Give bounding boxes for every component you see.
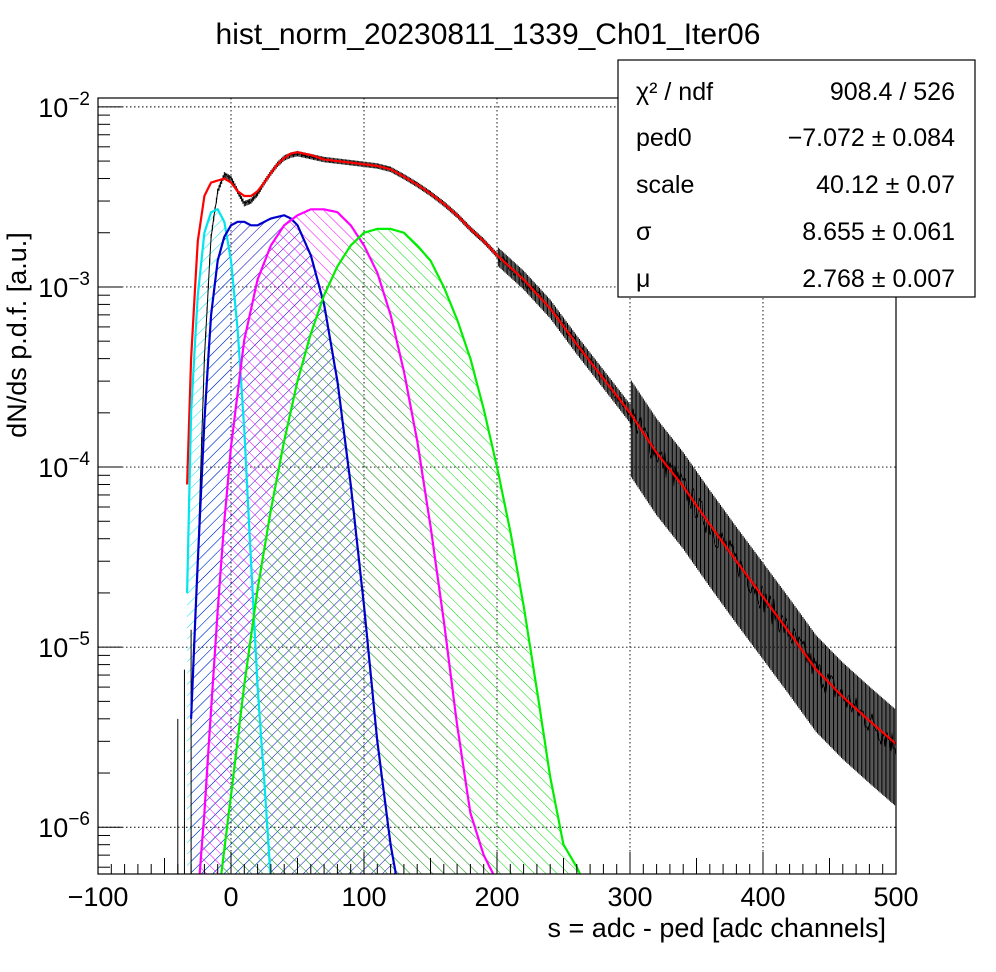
y-tick-exponent: −6 <box>68 809 90 830</box>
stat-value-0: 908.4 / 526 <box>830 78 955 106</box>
stat-value-1: −7.072 ± 0.084 <box>788 124 955 152</box>
stat-label-0: χ² / ndf <box>636 78 713 106</box>
y-axis-label: dN/ds p.d.f. [a.u.] <box>2 232 32 438</box>
stat-label-4: μ <box>636 265 650 293</box>
component-1-curve <box>186 207 272 874</box>
fit-statistics-box: χ² / ndf 908.4 / 526 ped0 −7.072 ± 0.084 sca… <box>617 59 976 298</box>
y-tick-label: 10−4 <box>38 449 90 483</box>
total-fit-curve <box>186 151 896 745</box>
stat-label-1: ped0 <box>636 124 692 152</box>
y-tick-label: 10−3 <box>38 269 90 303</box>
stat-value-2: 40.12 ± 0.07 <box>816 171 955 199</box>
y-tick-mantissa: 10 <box>38 813 68 843</box>
y-tick-label: 10−5 <box>38 629 90 663</box>
stat-value-3: 8.655 ± 0.061 <box>802 218 955 246</box>
component-3-curve <box>198 208 495 874</box>
stat-label-2: scale <box>636 171 694 199</box>
x-tick-label: 0 <box>223 882 238 912</box>
y-tick-exponent: −4 <box>68 449 90 470</box>
x-tick-label: 300 <box>607 882 652 912</box>
component-fills <box>187 209 584 874</box>
x-tick-label: −100 <box>68 882 129 912</box>
y-tick-label: 10−6 <box>38 809 90 843</box>
stat-value-4: 2.768 ± 0.007 <box>802 265 955 293</box>
y-tick-mantissa: 10 <box>38 273 68 303</box>
x-tick-label: 100 <box>341 882 386 912</box>
component-2-curve <box>190 214 398 874</box>
y-tick-exponent: −3 <box>68 269 90 290</box>
stat-label-3: σ <box>636 218 652 246</box>
x-axis-label: s = adc - ped [adc channels] <box>548 913 886 943</box>
y-tick-mantissa: 10 <box>38 93 68 123</box>
y-tick-mantissa: 10 <box>38 453 68 483</box>
x-tick-label: 500 <box>873 882 918 912</box>
component-4-curve <box>220 227 582 874</box>
x-tick-label: 400 <box>740 882 785 912</box>
y-tick-exponent: −5 <box>68 629 90 650</box>
y-tick-mantissa: 10 <box>38 633 68 663</box>
chart-title: hist_norm_20230811_1339_Ch01_Iter06 <box>216 18 761 51</box>
x-tick-label: 200 <box>474 882 519 912</box>
y-tick-label: 10−2 <box>38 89 90 123</box>
y-tick-exponent: −2 <box>68 89 90 110</box>
fit-curves <box>186 151 896 874</box>
component-4-hatch <box>220 228 584 874</box>
data-histogram <box>177 150 896 874</box>
